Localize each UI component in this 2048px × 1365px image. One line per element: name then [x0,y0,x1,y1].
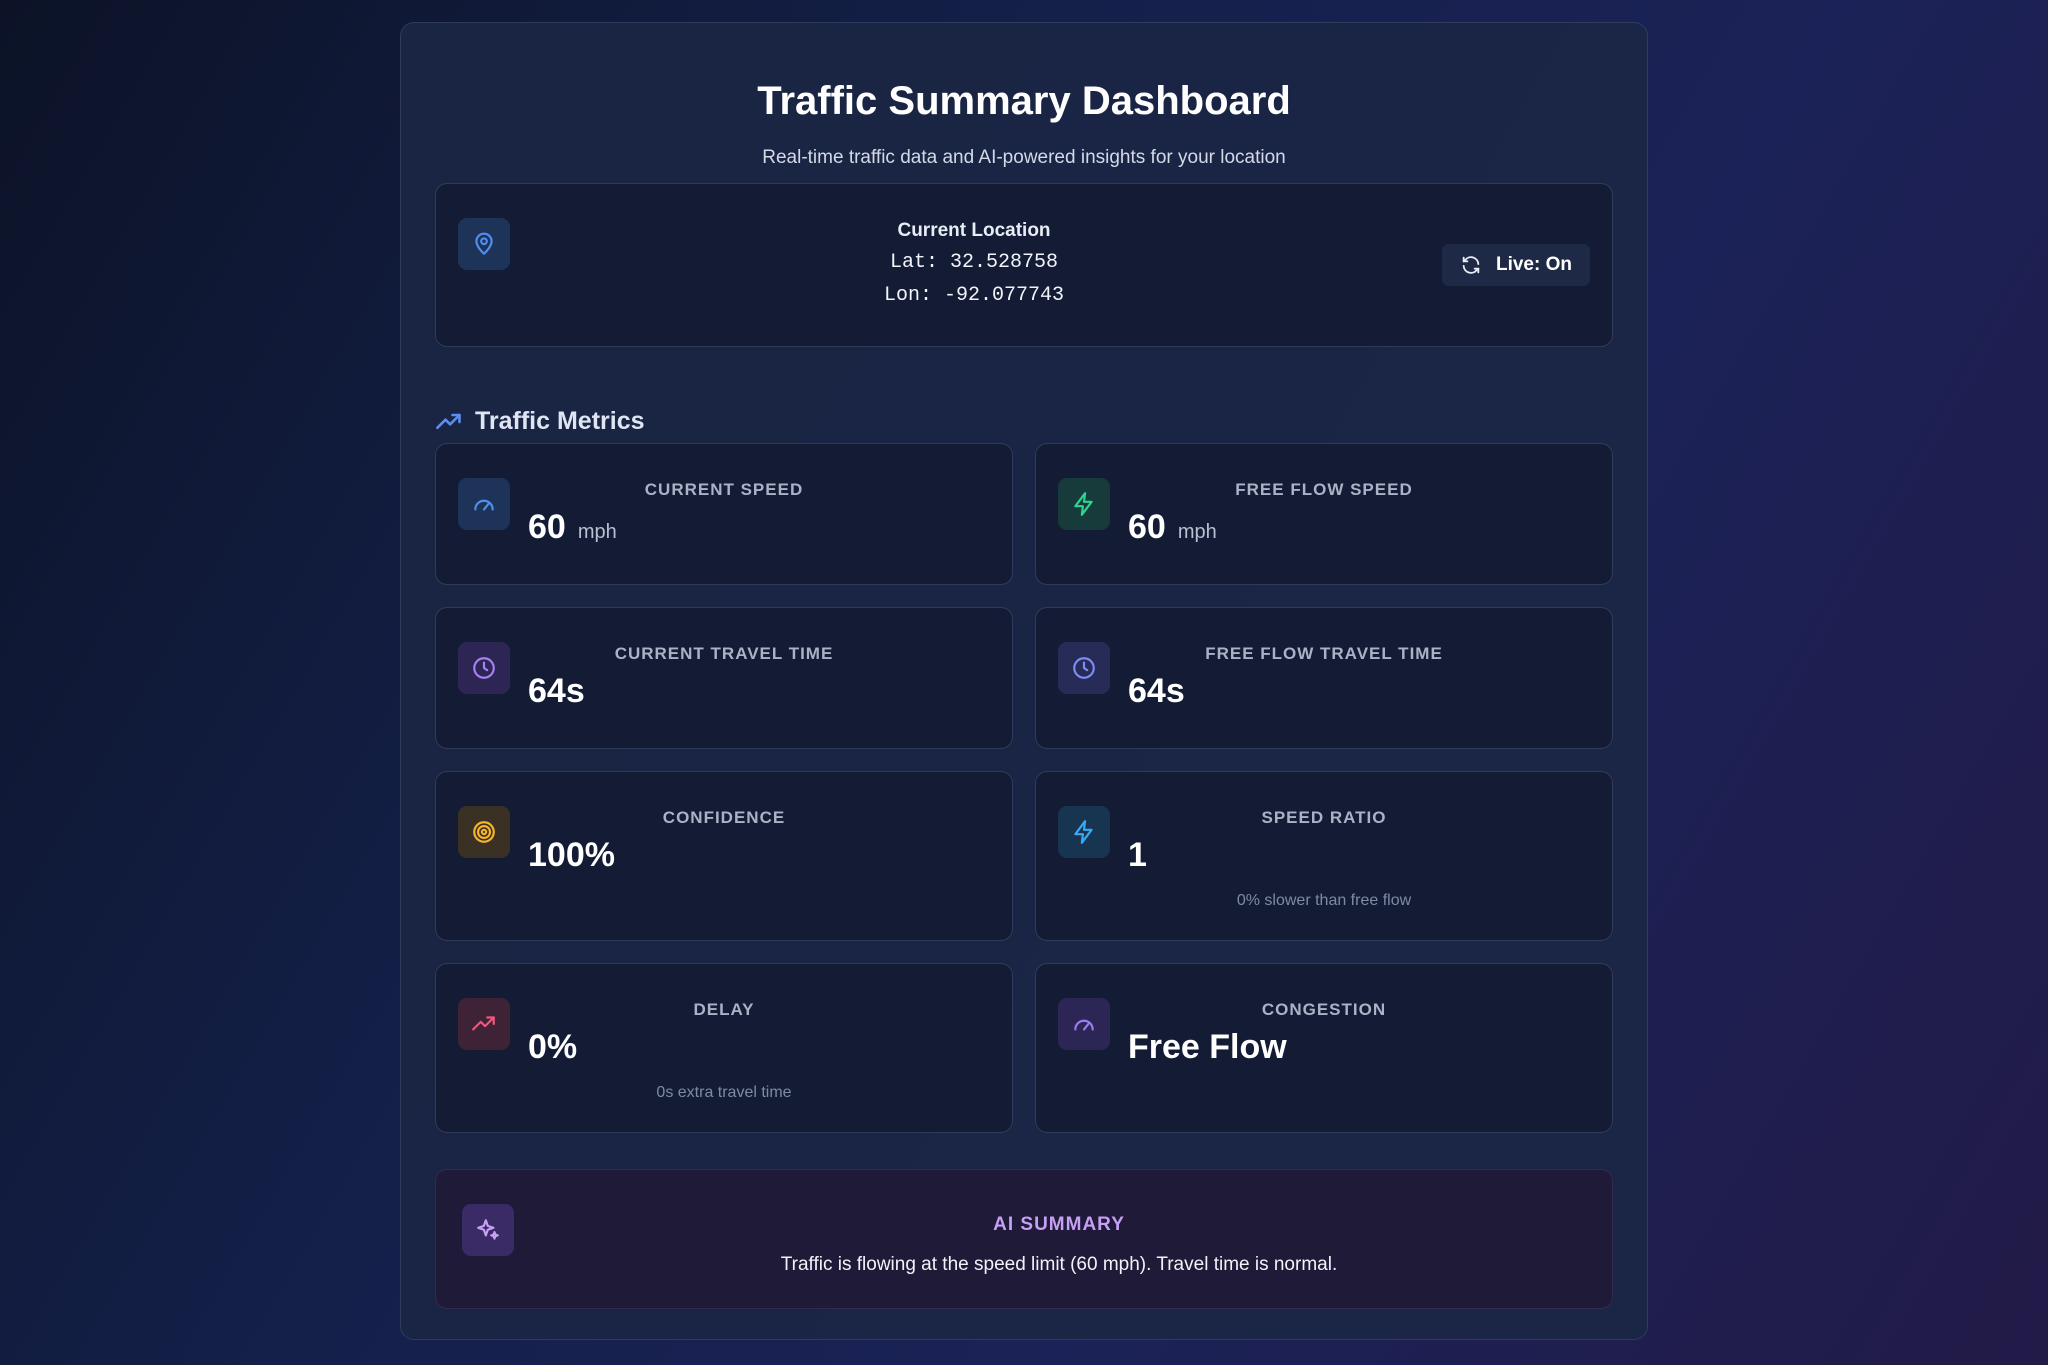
metric-note: 0s extra travel time [656,1084,792,1101]
metric-label: CURRENT TRAVEL TIME [614,644,834,663]
metric-label: CURRENT SPEED [644,480,804,499]
metrics-section-title: Traffic Metrics [475,407,645,435]
live-toggle-label: Live: On [1495,254,1572,275]
ai-summary-title: AI SUMMARY [993,1214,1125,1235]
location-card: Current Location Lat: 32.528758 Lon: -92… [435,183,1613,347]
page-subtitle: Real-time traffic data and AI-powered in… [762,147,1286,168]
metric-value: 64s [528,672,585,710]
map-pin-icon [458,218,510,270]
metric-unit: mph [577,521,617,543]
gauge-icon [1058,998,1110,1050]
longitude-value: Lon: -92.077743 [883,284,1065,307]
ai-summary-text: Traffic is flowing at the speed limit (6… [780,1254,1338,1275]
metric-value: 60 [1128,508,1166,546]
target-icon [458,806,510,858]
zap-icon [1058,806,1110,858]
metric-value: Free Flow [1128,1028,1287,1066]
metric-card-speed-ratio: SPEED RATIO 1 0% slower than free flow [1035,771,1613,941]
metric-note: 0% slower than free flow [1236,892,1412,909]
refresh-icon [1462,256,1480,274]
metric-card-congestion: CONGESTION Free Flow [1035,963,1613,1133]
metric-value: 1 [1128,836,1147,874]
clock-icon [458,642,510,694]
metric-card-current-speed: CURRENT SPEED 60 mph [435,443,1013,585]
metric-label: SPEED RATIO [1261,808,1387,827]
ai-summary-card: AI SUMMARY Traffic is flowing at the spe… [435,1169,1613,1309]
metric-label: CONFIDENCE [662,808,786,827]
metric-card-free-flow-speed: FREE FLOW SPEED 60 mph [1035,443,1613,585]
metric-value: 0% [528,1028,578,1066]
metric-label: FREE FLOW TRAVEL TIME [1205,644,1443,663]
latitude-value: Lat: 32.528758 [889,251,1059,274]
metric-label: DELAY [693,1000,755,1019]
metric-card-delay: DELAY 0% 0s extra travel time [435,963,1013,1133]
metric-label: FREE FLOW SPEED [1235,480,1413,499]
dashboard-panel: Traffic Summary Dashboard Real-time traf… [400,22,1648,1340]
metric-value: 100% [528,836,615,874]
metric-label: CONGESTION [1261,1000,1387,1019]
clock-icon [1058,642,1110,694]
gauge-icon [458,478,510,530]
live-toggle-button[interactable]: Live: On [1442,244,1590,286]
metrics-section-header: Traffic Metrics [435,407,645,436]
zap-icon [1058,478,1110,530]
metric-card-confidence: CONFIDENCE 100% [435,771,1013,941]
metric-value: 64s [1128,672,1185,710]
metric-card-free-flow-travel-time: FREE FLOW TRAVEL TIME 64s [1035,607,1613,749]
sparkles-icon [462,1204,514,1256]
page-title: Traffic Summary Dashboard [757,79,1291,123]
location-label: Current Location [897,220,1051,241]
trending-up-icon [458,998,510,1050]
metric-unit: mph [1177,521,1217,543]
trending-up-icon [436,413,461,429]
metric-card-current-travel-time: CURRENT TRAVEL TIME 64s [435,607,1013,749]
metric-value: 60 [528,508,566,546]
